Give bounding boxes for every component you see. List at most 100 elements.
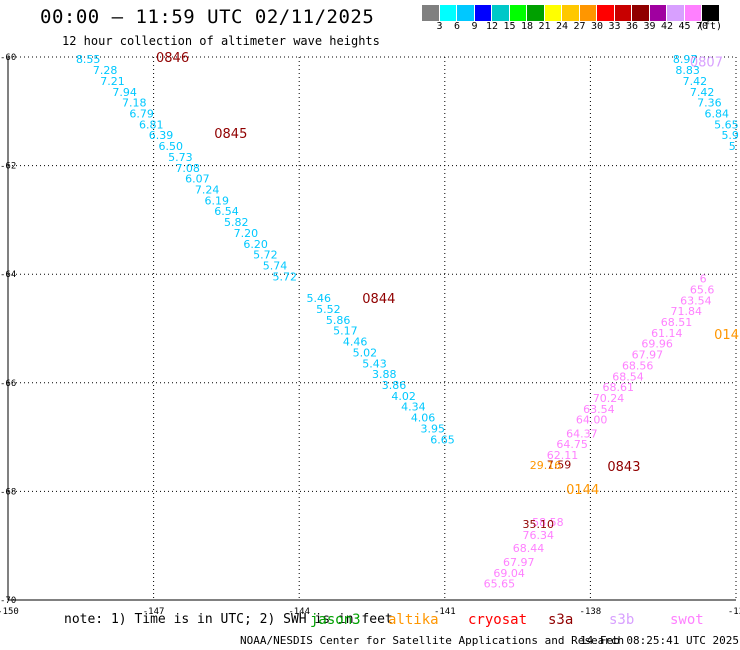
data-point-label: 64.75 xyxy=(556,438,588,451)
data-point-label: 7.94 xyxy=(112,86,137,99)
data-point-label: 61.14 xyxy=(651,327,683,340)
data-point-label: 6.19 xyxy=(205,194,230,207)
data-point-label: 5.46 xyxy=(306,292,331,305)
data-point-label: 69.04 xyxy=(493,567,525,580)
data-point-label: 5.72 xyxy=(253,249,277,262)
colorbar-label: 9 xyxy=(471,21,478,32)
colorbar-swatch xyxy=(579,5,597,21)
time-annotation: 014 xyxy=(714,328,739,343)
colorbar-swatch xyxy=(457,5,475,21)
data-point-label: 7.21 xyxy=(100,75,125,88)
data-point-label: 71.84 xyxy=(670,305,702,318)
data-point-label: 58.58 xyxy=(532,516,564,529)
data-point-label: 6.81 xyxy=(139,118,164,131)
colorbar-label: 33 xyxy=(608,21,621,32)
data-point-label: 6.20 xyxy=(243,238,267,251)
data-point-label: 35.10 xyxy=(522,518,554,531)
colorbar-swatch xyxy=(509,5,527,21)
data-point-label: 6.39 xyxy=(149,129,174,142)
colorbar-label: 6 xyxy=(453,21,461,32)
data-point-label: 5.9 xyxy=(721,129,739,142)
footer-note: note: 1) Time is in UTC; 2) SWH is in fe… xyxy=(64,612,393,627)
data-point-label: 6.07 xyxy=(185,173,210,186)
colorbar-label: 42 xyxy=(660,21,674,32)
data-point-label: 68.61 xyxy=(603,381,635,394)
data-point-label: 5.86 xyxy=(326,314,351,327)
time-annotation: 0843 xyxy=(607,460,640,475)
wave-height-colorbar xyxy=(422,5,720,21)
data-point-label: 5.72 xyxy=(273,270,298,283)
data-point-label: 5.73 xyxy=(168,151,193,164)
data-point-label: 4.02 xyxy=(391,390,416,403)
time-annotation: 0144 xyxy=(566,483,599,498)
data-point-label: 65.65 xyxy=(484,578,516,591)
data-point-label: 8.83 xyxy=(675,64,700,77)
data-point-label: 69.96 xyxy=(641,338,673,351)
data-point-label: 68.54 xyxy=(612,370,644,383)
data-point-label: 76.34 xyxy=(522,529,554,542)
x-tick-label: -138 xyxy=(580,607,602,617)
data-point-label: 6.79 xyxy=(129,107,154,120)
data-point-label: 6.84 xyxy=(704,107,729,120)
data-point-label: 68.44 xyxy=(513,542,545,555)
y-tick-label: -60 xyxy=(0,53,16,63)
colorbar-label: 24 xyxy=(555,21,569,32)
data-point-label: 62.11 xyxy=(547,449,579,462)
satellite-legend-item: jason3 xyxy=(310,612,361,628)
y-tick-label: -64 xyxy=(0,270,16,280)
data-point-label: 64.00 xyxy=(576,414,608,427)
data-point-label: 8.55 xyxy=(76,53,101,66)
colorbar-swatch xyxy=(527,5,545,21)
x-tick-label: -147 xyxy=(143,607,165,617)
data-point-label: 6 xyxy=(700,273,707,286)
colorbar-labels: 3 6 9 12 15 18 21 24 27 30 33 36 39 42 45 70 (ft) xyxy=(422,21,740,35)
data-point-label: 7.28 xyxy=(93,64,118,77)
data-point-label: 5.65 xyxy=(714,118,739,131)
time-annotation: 0807 xyxy=(690,55,723,70)
colorbar-swatch xyxy=(632,5,650,21)
y-tick-label: -62 xyxy=(0,162,16,172)
data-point-label: 63.54 xyxy=(680,294,712,307)
x-tick-label: -141 xyxy=(434,607,456,617)
data-point-label: 6.50 xyxy=(158,140,183,153)
data-point-label: 5 xyxy=(729,140,736,153)
colorbar-swatch xyxy=(614,5,632,21)
data-point-label: 63.54 xyxy=(583,403,615,416)
colorbar-label: 27 xyxy=(573,21,586,32)
satellite-legend-item: s3a xyxy=(548,612,574,628)
data-point-label: 65.6 xyxy=(690,283,715,296)
y-tick-label: -70 xyxy=(0,596,16,606)
colorbar-label: 39 xyxy=(643,21,656,32)
y-tick-label: -66 xyxy=(0,379,16,389)
data-point-label: 68.51 xyxy=(661,316,693,329)
time-annotation: 0844 xyxy=(362,292,395,307)
data-point-label: 29.16 xyxy=(530,459,562,472)
data-point-label: 3.88 xyxy=(372,368,397,381)
data-point-label: 7.42 xyxy=(690,86,715,99)
chart-title: 00:00 – 11:59 UTC 02/11/2025 xyxy=(40,6,375,28)
data-point-label: 3.95 xyxy=(421,422,446,435)
colorbar-swatch xyxy=(422,5,440,21)
colorbar-label: 3 xyxy=(436,21,443,32)
colorbar-label: 45 xyxy=(678,21,691,32)
data-point-label: 7.08 xyxy=(175,162,200,175)
data-point-label: 7.18 xyxy=(122,97,147,110)
colorbar-label: 18 xyxy=(520,21,534,32)
x-tick-label: -150 xyxy=(0,607,19,617)
time-annotation: 0846 xyxy=(156,51,189,66)
satellite-legend-item: altika xyxy=(388,612,439,628)
data-point-label: 67.97 xyxy=(503,556,535,569)
colorbar-label: 15 xyxy=(503,21,516,32)
generation-timestamp: 14 Feb 08:25:41 UTC 2025 xyxy=(580,634,739,647)
data-point-label: 5.17 xyxy=(333,325,358,338)
x-tick-label: -13 xyxy=(728,607,740,617)
colorbar-swatch xyxy=(439,5,457,21)
time-annotation: 0845 xyxy=(214,127,247,142)
colorbar-label: 36 xyxy=(625,21,639,32)
colorbar-label: 21 xyxy=(538,21,551,32)
satellite-legend-item: swot xyxy=(670,612,704,628)
satellite-legend-item: s3b xyxy=(609,612,635,628)
data-point-label: 4.46 xyxy=(343,336,368,349)
data-point-label: 7.24 xyxy=(195,183,220,196)
